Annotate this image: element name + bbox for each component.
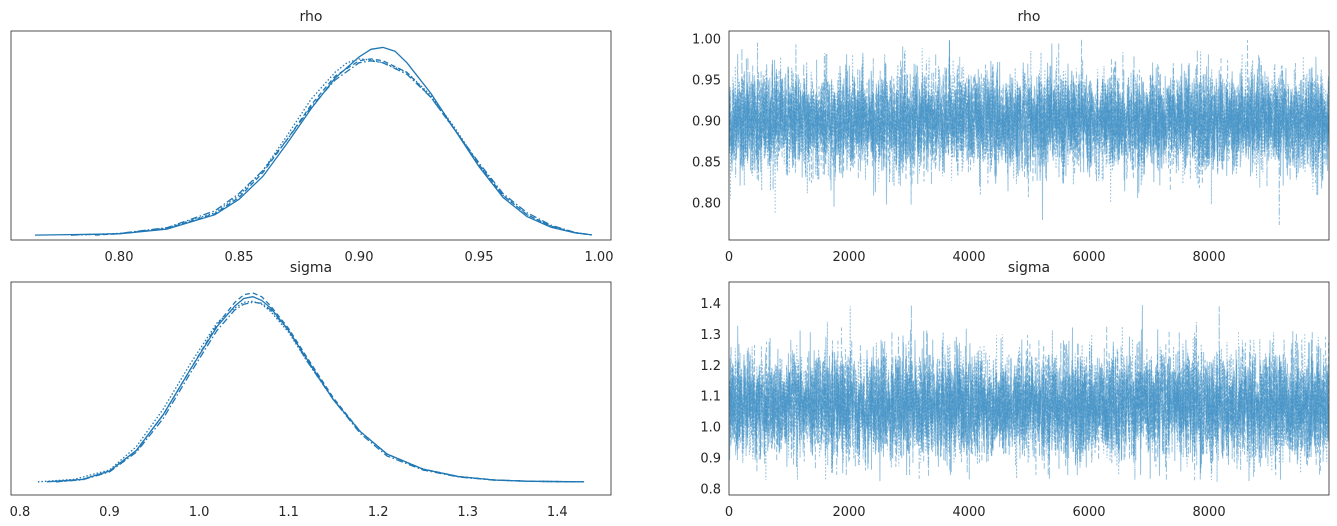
plot-area — [37, 292, 585, 483]
x-tick-label: 1.4 — [547, 505, 568, 520]
y-tick-label: 1.3 — [700, 328, 721, 343]
x-tick-label: 0.80 — [105, 250, 134, 265]
y-tick-label: 0.90 — [692, 115, 721, 130]
x-tick-label: 6000 — [1072, 505, 1105, 520]
y-tick-label: 0.95 — [692, 74, 721, 89]
plot-area — [34, 46, 592, 236]
x-tick-label: 0.90 — [345, 250, 374, 265]
x-tick-label: 1.1 — [278, 505, 299, 520]
density-line-chain-2 — [55, 292, 576, 483]
trace-line-chain-2 — [729, 325, 1329, 482]
density-line-chain-1 — [37, 300, 585, 483]
x-tick-label: 4000 — [952, 250, 985, 265]
density-line-chain-1 — [70, 58, 592, 236]
x-tick-label: 0.8 — [10, 505, 31, 520]
panel-title: rho — [300, 9, 323, 25]
axes-frame — [10, 30, 612, 241]
x-tick-label: 6000 — [1072, 250, 1105, 265]
density-line-chain-3 — [55, 301, 576, 483]
panel-title: sigma — [1008, 260, 1050, 276]
sigma-density-panel: 0.8 0.9 1.0 1.1 1.2 1.3 1.4 sigma — [10, 260, 612, 520]
density-line-chain-0 — [46, 296, 585, 483]
y-tick-label: 1.1 — [700, 390, 721, 405]
x-tick-label: 0 — [725, 505, 733, 520]
x-tick-label: 2000 — [832, 250, 865, 265]
panel-title: sigma — [290, 260, 332, 276]
x-tick-label: 4000 — [952, 505, 985, 520]
y-tick-label: 1.4 — [700, 297, 721, 312]
y-tick-label: 0.8 — [700, 482, 721, 497]
panel-title: rho — [1018, 9, 1041, 25]
trace-line-chain-1 — [729, 306, 1329, 482]
rho-trace-panel: 0.80 0.85 0.90 0.95 1.00 0 2000 4000 6000 8000 rho — [692, 9, 1330, 265]
y-tick-label: 0.85 — [692, 156, 721, 171]
rho-density-panel: 0.80 0.85 0.90 0.95 1.00 rho — [10, 9, 614, 265]
y-tick-label: 1.0 — [700, 421, 721, 436]
y-tick-label: 0.80 — [692, 197, 721, 212]
x-tick-label: 1.0 — [189, 505, 210, 520]
x-tick-label: 8000 — [1193, 505, 1226, 520]
x-tick-label: 2000 — [832, 505, 865, 520]
trace-line-chain-3 — [729, 305, 1329, 481]
y-tick-label: 0.9 — [700, 451, 721, 466]
plot-area — [729, 39, 1329, 226]
axes-frame — [10, 281, 612, 496]
trace-line-chain-3 — [729, 42, 1329, 226]
sigma-trace-panel: 0.8 0.9 1.0 1.1 1.2 1.3 1.4 0 2000 4000 6000 8000 si… — [700, 260, 1330, 520]
x-tick-label: 1.2 — [368, 505, 389, 520]
x-tick-label: 1.00 — [585, 250, 614, 265]
density-line-chain-0 — [34, 46, 592, 236]
x-tick-label: 0.95 — [465, 250, 494, 265]
x-tick-label: 0.9 — [99, 505, 120, 520]
x-tick-label: 8000 — [1193, 250, 1226, 265]
density-line-chain-2 — [94, 58, 592, 236]
x-tick-label: 1.3 — [457, 505, 478, 520]
plot-area — [729, 305, 1329, 482]
y-tick-label: 1.2 — [700, 359, 721, 374]
x-tick-label: 0 — [725, 250, 733, 265]
axes-frame — [728, 281, 1330, 496]
y-tick-label: 1.00 — [692, 33, 721, 48]
density-line-chain-3 — [70, 60, 592, 236]
x-tick-label: 0.85 — [225, 250, 254, 265]
axes-frame — [728, 30, 1330, 241]
